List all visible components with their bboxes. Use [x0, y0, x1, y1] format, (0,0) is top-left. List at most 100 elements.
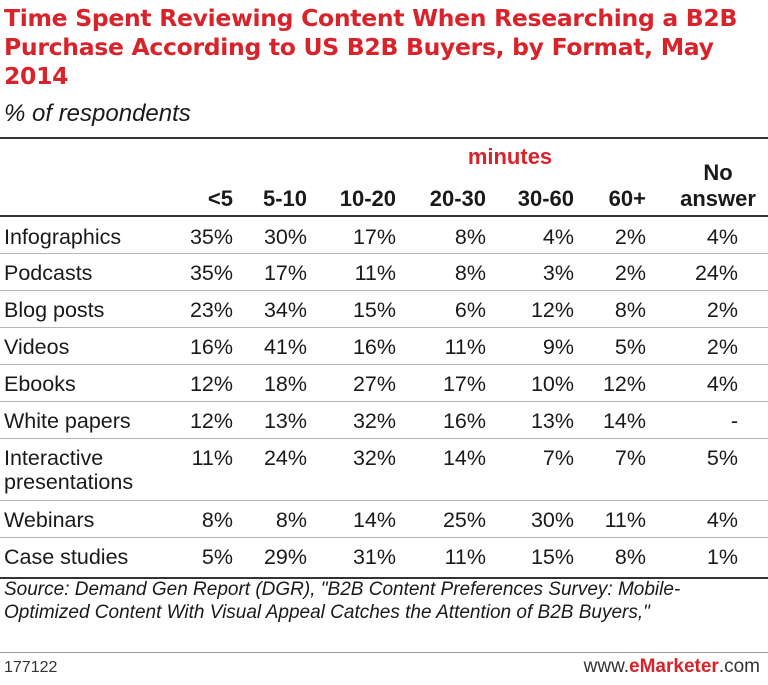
table-cell: 11%	[444, 545, 486, 569]
table-cell: 9%	[542, 335, 574, 359]
table-cell: 35%	[189, 261, 233, 285]
row-label: Ebooks	[4, 372, 76, 396]
brand-logo: www.eMarketer.com	[584, 656, 760, 678]
row-divider	[0, 500, 768, 501]
table-cell: 11%	[354, 261, 396, 285]
table-cell: 4%	[706, 508, 738, 532]
footer-rule	[0, 652, 768, 653]
table-cell: 12%	[189, 409, 233, 433]
source-note: Source: Demand Gen Report (DGR), "B2B Co…	[4, 579, 681, 623]
row-label: Case studies	[4, 545, 129, 569]
chart-subtitle: % of respondents	[4, 100, 191, 127]
group-header-minutes: minutes	[467, 144, 553, 169]
table-cell: 30%	[530, 508, 574, 532]
table-cell: 27%	[352, 372, 396, 396]
table-cell: 24%	[263, 446, 307, 470]
table-cell: 1%	[706, 545, 738, 569]
row-label: Infographics	[4, 225, 122, 249]
table-cell: 16%	[442, 409, 486, 433]
table-cell: 12%	[602, 372, 646, 396]
table-cell: 8%	[614, 298, 646, 322]
row-label: Podcasts	[4, 261, 93, 285]
row-divider	[0, 327, 768, 328]
table-cell: 13%	[263, 409, 307, 433]
brand-prefix: www.	[583, 656, 630, 677]
table-cell: 35%	[189, 225, 233, 249]
table-cell: 15%	[352, 298, 396, 322]
table-cell: -	[730, 409, 738, 433]
table-cell: 2%	[614, 225, 646, 249]
table-cell: 24%	[694, 261, 738, 285]
column-header: 60+	[608, 186, 646, 211]
bottom-rule	[0, 577, 768, 579]
row-divider	[0, 438, 768, 439]
table-cell: 8%	[275, 508, 307, 532]
table-cell: 18%	[263, 372, 307, 396]
table-cell: 11%	[604, 508, 646, 532]
brand-suffix: .com	[718, 656, 760, 677]
row-divider	[0, 364, 768, 365]
row-divider	[0, 401, 768, 402]
table-cell: 11%	[191, 446, 233, 470]
table-cell: 13%	[530, 409, 574, 433]
table-cell: 32%	[352, 446, 396, 470]
table-cell: 2%	[706, 335, 738, 359]
table-cell: 23%	[189, 298, 233, 322]
table-cell: 6%	[454, 298, 486, 322]
header-rule	[0, 215, 768, 217]
table-cell: 25%	[442, 508, 486, 532]
brand-name: eMarketer	[629, 656, 719, 677]
row-divider	[0, 537, 768, 538]
row-label: Videos	[4, 335, 70, 359]
table-cell: 4%	[706, 372, 738, 396]
column-header: <5	[207, 186, 233, 211]
table-cell: 5%	[201, 545, 233, 569]
table-cell: 8%	[614, 545, 646, 569]
table-cell: 30%	[263, 225, 307, 249]
table-cell: 12%	[189, 372, 233, 396]
column-header: 20-30	[429, 186, 486, 211]
table-cell: 16%	[352, 335, 396, 359]
table-cell: 4%	[542, 225, 574, 249]
table-cell: 2%	[614, 261, 646, 285]
table-cell: 8%	[454, 225, 486, 249]
row-divider	[0, 290, 768, 291]
table-cell: 4%	[706, 225, 738, 249]
table-cell: 8%	[454, 261, 486, 285]
table-cell: 7%	[542, 446, 574, 470]
table-cell: 16%	[189, 335, 233, 359]
table-cell: 14%	[602, 409, 646, 433]
table-cell: 15%	[530, 545, 574, 569]
table-cell: 5%	[614, 335, 646, 359]
table-cell: 17%	[352, 225, 396, 249]
table-cell: 11%	[444, 335, 486, 359]
table-cell: 8%	[201, 508, 233, 532]
column-header: 5-10	[262, 186, 307, 211]
row-label: Interactive presentations	[4, 446, 134, 494]
top-rule	[0, 137, 768, 139]
table-cell: 14%	[442, 446, 486, 470]
table-cell: 31%	[352, 545, 396, 569]
row-divider	[0, 253, 768, 254]
table-cell: 14%	[352, 508, 396, 532]
column-header: 10-20	[339, 186, 396, 211]
row-label: Blog posts	[4, 298, 105, 322]
table-cell: 17%	[263, 261, 307, 285]
table-cell: 7%	[614, 446, 646, 470]
table-cell: 32%	[352, 409, 396, 433]
column-header: 30-60	[517, 186, 574, 211]
table-cell: 12%	[530, 298, 574, 322]
table-cell: 5%	[706, 446, 738, 470]
table-cell: 41%	[263, 335, 307, 359]
row-label: White papers	[4, 409, 131, 433]
chart-title: Time Spent Reviewing Content When Resear…	[4, 4, 738, 90]
table-cell: 34%	[263, 298, 307, 322]
table-cell: 10%	[530, 372, 574, 396]
table-cell: 17%	[442, 372, 486, 396]
chart-id: 177122	[4, 659, 58, 676]
table-cell: 3%	[542, 261, 574, 285]
row-label: Webinars	[4, 508, 95, 532]
table-cell: 2%	[706, 298, 738, 322]
table-cell: 29%	[263, 545, 307, 569]
column-header: No answer	[680, 160, 756, 211]
